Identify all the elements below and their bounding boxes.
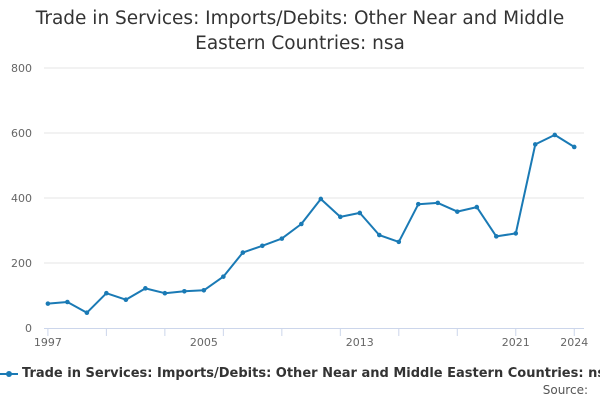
data-point-2020 xyxy=(493,234,499,239)
data-point-2009 xyxy=(279,236,285,241)
data-point-2023 xyxy=(552,132,558,138)
chart-title-line-1: Trade in Services: Imports/Debits: Other… xyxy=(35,8,565,29)
x-tick-label-2021: 2021 xyxy=(502,336,530,349)
data-point-2015 xyxy=(396,239,402,245)
x-axis: 1997 2005 2013 2021 2024 xyxy=(34,328,588,349)
y-axis-tick-labels: 0 200 400 600 800 xyxy=(11,62,32,335)
legend-series-label: Trade in Services: Imports/Debits: Other… xyxy=(22,366,600,381)
data-point-2010 xyxy=(299,221,304,227)
data-series xyxy=(45,132,577,316)
data-point-2013 xyxy=(357,210,363,216)
data-point-2018 xyxy=(454,209,460,214)
source-label: Source: xyxy=(542,383,588,397)
x-tick-label-2024: 2024 xyxy=(560,336,588,349)
data-point-2001 xyxy=(123,297,129,303)
data-point-1997 xyxy=(45,301,51,306)
data-point-1999 xyxy=(84,310,90,316)
y-tick-label-0: 0 xyxy=(25,322,32,335)
series-line xyxy=(47,133,575,314)
data-point-2007 xyxy=(240,250,246,255)
data-point-2012 xyxy=(338,214,343,220)
data-point-2005 xyxy=(201,288,207,293)
data-point-2021 xyxy=(513,231,519,236)
x-tick-label-2013: 2013 xyxy=(346,336,374,349)
data-point-2022 xyxy=(532,142,538,147)
x-tick-label-2005: 2005 xyxy=(190,336,218,349)
data-point-2024 xyxy=(571,144,577,150)
y-tick-label-200: 200 xyxy=(11,257,32,270)
y-tick-label-600: 600 xyxy=(11,127,32,140)
data-point-1998 xyxy=(65,299,70,305)
data-point-2017 xyxy=(435,200,441,206)
y-tick-label-800: 800 xyxy=(11,62,32,75)
data-point-2000 xyxy=(104,290,109,296)
data-point-2002 xyxy=(143,286,148,291)
data-point-2003 xyxy=(162,290,168,296)
data-point-2004 xyxy=(182,288,187,294)
chart-title-line-2: Eastern Countries: nsa xyxy=(195,33,405,54)
data-point-2014 xyxy=(377,232,382,238)
data-point-2019 xyxy=(474,204,480,210)
gridlines xyxy=(44,67,584,264)
data-point-2016 xyxy=(415,201,421,207)
data-point-2011 xyxy=(318,196,324,202)
x-tick-label-1997: 1997 xyxy=(34,336,62,349)
y-tick-label-400: 400 xyxy=(11,192,32,205)
data-point-2006 xyxy=(221,274,226,279)
chart-title: Trade in Services: Imports/Debits: Other… xyxy=(0,6,600,56)
legend-line-marker-icon xyxy=(0,369,18,379)
chart-legend[interactable]: Trade in Services: Imports/Debits: Other… xyxy=(0,366,600,381)
data-point-2008 xyxy=(260,243,265,249)
